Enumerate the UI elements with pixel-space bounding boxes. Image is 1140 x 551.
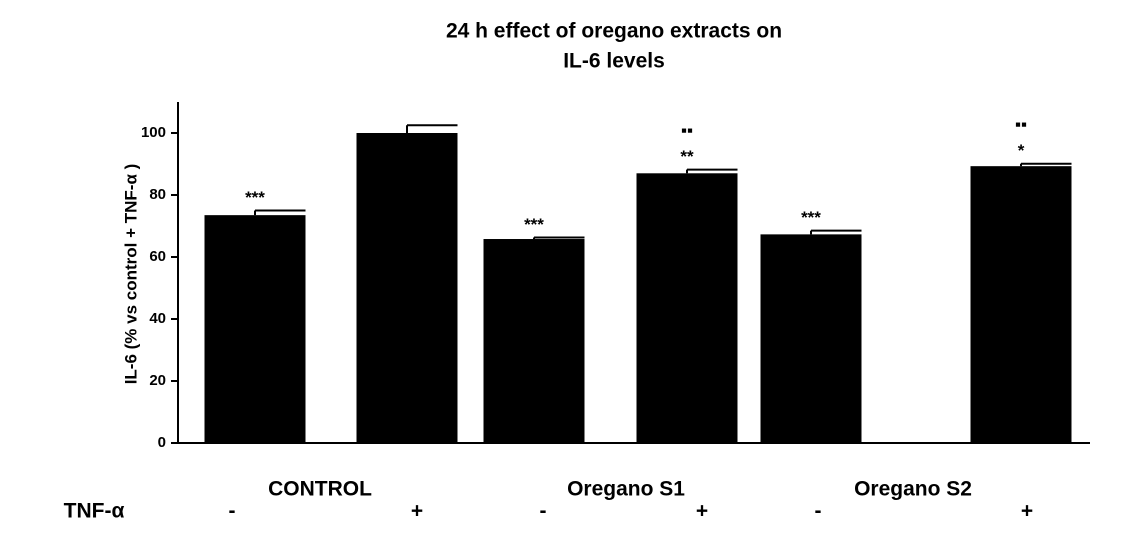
annotation: ** (680, 147, 694, 166)
y-tick-label: 100 (141, 124, 166, 141)
annotation: * (1018, 141, 1025, 160)
y-tick-label: 20 (149, 372, 166, 389)
y-tick-label: 0 (158, 434, 166, 451)
x-tick-label: + (696, 500, 708, 523)
bar (760, 234, 862, 443)
annotation: *** (801, 208, 821, 227)
bar (636, 173, 738, 444)
chart-title: IL-6 levels (563, 50, 665, 73)
annotation: ▪▪ (1015, 115, 1027, 134)
annotation: *** (245, 188, 265, 207)
annotation: *** (524, 215, 544, 234)
bar (970, 166, 1072, 444)
x-tick-label: + (411, 500, 423, 523)
y-axis-label: IL-6 (% vs control + TNF-α ) (121, 164, 140, 385)
bar (204, 215, 306, 443)
y-tick-label: 60 (149, 248, 166, 265)
bar (356, 133, 458, 443)
chart-title: 24 h effect of oregano extracts on (446, 20, 782, 43)
x-tick-label: - (815, 500, 822, 523)
group-label: Oregano S1 (567, 478, 685, 501)
row-label: TNF-α (64, 500, 125, 523)
bar (483, 239, 585, 443)
group-label: CONTROL (268, 478, 372, 501)
annotation: ▪▪ (681, 121, 693, 140)
x-tick-label: + (1021, 500, 1033, 523)
y-tick-label: 40 (149, 310, 166, 327)
y-tick-label: 80 (149, 186, 166, 203)
x-tick-label: - (540, 500, 547, 523)
x-tick-label: - (229, 500, 236, 523)
group-label: Oregano S2 (854, 478, 972, 501)
